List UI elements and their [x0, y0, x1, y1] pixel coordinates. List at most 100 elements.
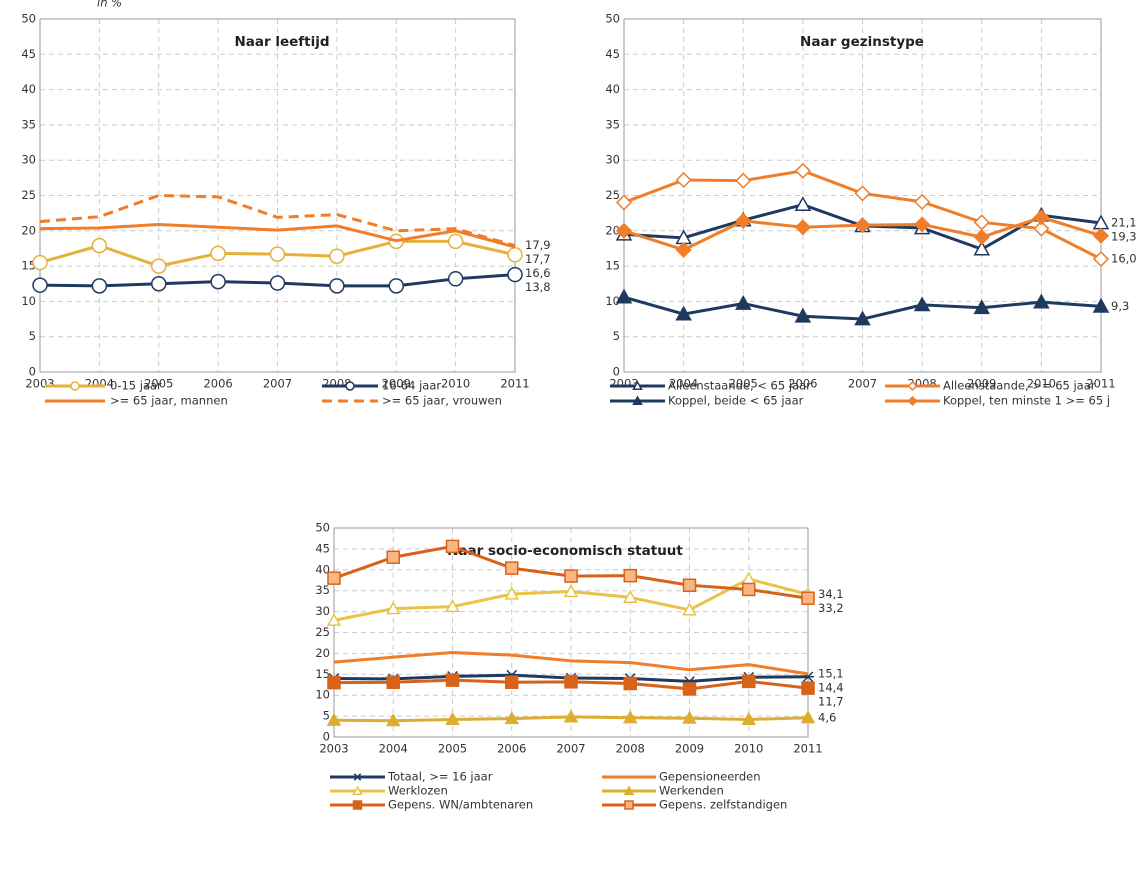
marker [326, 612, 342, 626]
y-tick-label: 50 [605, 12, 620, 26]
y-tick-label: 10 [21, 294, 36, 308]
value-label: 14,4 [818, 680, 844, 694]
marker [445, 539, 460, 554]
value-label: 13,8 [525, 280, 551, 294]
legend-label: 16-64 jaar [382, 379, 441, 393]
legend-label: Gepens. zelfstandigen [659, 798, 787, 812]
marker [386, 675, 400, 689]
marker [210, 245, 226, 262]
marker [563, 583, 579, 598]
y-tick-label: 50 [21, 12, 36, 26]
marker [91, 278, 108, 294]
marker [564, 675, 578, 689]
x-tick-label: 2006 [497, 742, 526, 756]
marker [907, 395, 918, 407]
marker [682, 710, 697, 724]
y-tick-label: 30 [315, 604, 330, 618]
legend-label: 0-15 jaar [110, 379, 162, 393]
marker [854, 217, 871, 234]
marker [563, 709, 579, 723]
y-tick-label: 30 [21, 153, 36, 167]
marker [327, 571, 341, 585]
marker [445, 711, 460, 725]
x-tick-label: 2009 [382, 377, 411, 391]
legend-label: Werklozen [388, 784, 448, 798]
y-tick-label: 15 [605, 259, 620, 273]
marker [742, 582, 756, 597]
marker [622, 710, 638, 724]
marker [445, 673, 460, 687]
marker [794, 307, 812, 323]
y-tick-label: 40 [315, 562, 330, 576]
marker [624, 800, 634, 810]
marker [564, 569, 578, 583]
marker [32, 277, 48, 293]
legend-label: Werkenden [659, 784, 724, 798]
y-tick-label: 35 [21, 117, 36, 131]
value-label: 17,7 [525, 252, 551, 266]
marker [329, 278, 345, 294]
marker [151, 276, 167, 292]
value-label: 34,1 [818, 587, 844, 601]
marker [735, 172, 752, 189]
marker [914, 193, 931, 210]
x-tick-label: 2005 [144, 377, 173, 391]
marker [615, 222, 633, 239]
marker [269, 275, 286, 291]
marker [615, 288, 633, 304]
y-tick-label: 0 [323, 730, 330, 744]
marker [973, 240, 991, 256]
marker [504, 586, 520, 600]
marker [352, 785, 363, 795]
x-tick-label: 2009 [967, 377, 996, 391]
marker [973, 299, 991, 315]
marker [385, 601, 401, 615]
marker [632, 395, 643, 405]
value-label: 16,0 [1111, 252, 1137, 266]
legend-label: >= 65 jaar, mannen [110, 394, 228, 408]
x-tick-label: 2010 [1027, 377, 1056, 391]
marker [445, 599, 460, 613]
y-tick-label: 15 [315, 667, 330, 681]
marker [1092, 227, 1110, 244]
marker [1033, 293, 1050, 309]
marker [800, 710, 816, 724]
y-tick-label: 35 [605, 117, 620, 131]
x-tick-label: 2003 [25, 377, 54, 391]
marker [914, 216, 931, 233]
value-label: 19,3 [1111, 230, 1137, 244]
y-tick-label: 45 [605, 47, 620, 61]
y-tick-label: 20 [21, 223, 36, 237]
x-tick-label: 2011 [793, 742, 822, 756]
plot-border [39, 18, 516, 373]
marker [632, 380, 643, 390]
x-tick-label: 2008 [616, 742, 645, 756]
value-label: 33,2 [818, 601, 844, 615]
marker [741, 711, 757, 725]
series-line [39, 193, 516, 248]
y-tick-label: 10 [315, 688, 330, 702]
marker [1033, 209, 1050, 226]
marker [675, 171, 692, 189]
marker [70, 381, 80, 391]
marker [682, 682, 697, 696]
x-tick-label: 2005 [729, 377, 758, 391]
legend-label: Alleenstaande, < 65 jaar [668, 379, 811, 393]
legend-label: Alleenstaande, >= 65 jaar [943, 379, 1096, 393]
y-tick-label: 50 [315, 521, 330, 535]
y-tick-label: 25 [21, 188, 36, 202]
marker [32, 254, 48, 271]
marker [507, 247, 523, 263]
marker [352, 800, 363, 810]
marker [353, 773, 362, 781]
x-tick-label: 2009 [675, 742, 704, 756]
legend-label: Gepensioneerden [659, 770, 761, 784]
marker [682, 578, 697, 593]
marker [345, 381, 355, 391]
chart-title: Naar gezinstype [800, 34, 924, 50]
marker [386, 550, 400, 565]
marker [854, 185, 871, 202]
y-tick-label: 25 [605, 188, 620, 202]
x-tick-label: 2011 [1086, 377, 1115, 391]
